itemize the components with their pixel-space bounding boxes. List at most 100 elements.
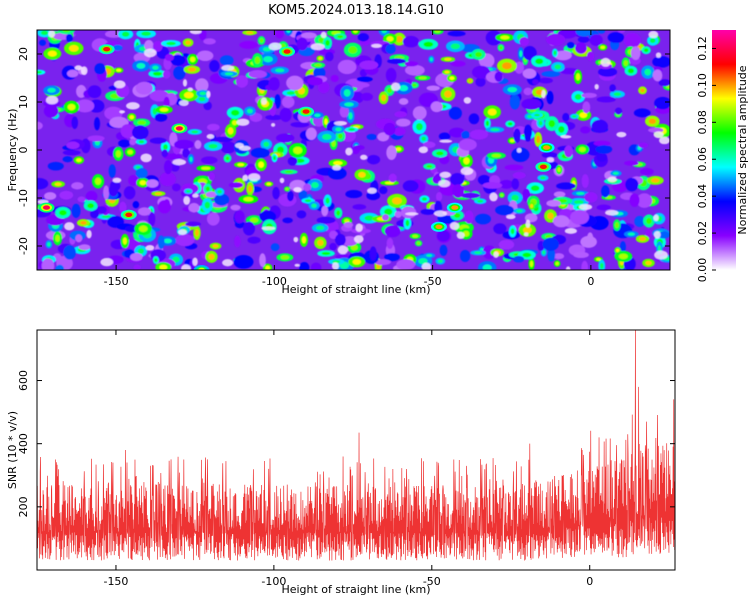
heatmap-cell <box>263 141 270 147</box>
heatmap-cell <box>201 156 218 165</box>
heatmap-cell <box>139 180 147 186</box>
heatmap-cell <box>546 157 555 163</box>
heatmap-cell <box>170 54 186 66</box>
heatmap-cell <box>456 231 465 239</box>
heatmap-cell <box>63 245 76 260</box>
heatmap-cell <box>415 123 423 131</box>
heatmap-cell <box>186 189 191 193</box>
heatmap-cell <box>573 251 589 258</box>
heatmap-cell <box>104 106 123 121</box>
heatmap-cell <box>584 192 598 203</box>
heatmap-peak <box>302 109 310 114</box>
heatmap-cell <box>581 174 589 188</box>
heatmap-cell <box>87 203 95 209</box>
heatmap-cell <box>336 210 341 216</box>
heatmap-peak <box>543 145 551 150</box>
heatmap-cell <box>564 145 574 158</box>
heatmap-cell <box>474 251 482 255</box>
heatmap-cell <box>464 210 474 224</box>
heatmap-cell <box>74 65 83 71</box>
heatmap-cell <box>385 44 396 54</box>
heatmap-cell <box>94 63 106 75</box>
heatmap-cell <box>525 219 531 228</box>
heatmap-cell <box>581 260 589 270</box>
heatmap-cell <box>350 82 370 89</box>
heatmap-cell <box>234 235 241 248</box>
heatmap-cell <box>640 88 645 93</box>
heatmap-cell <box>173 66 186 80</box>
heatmap-cell <box>542 250 546 255</box>
heatmap-cell <box>203 38 216 45</box>
heatmap-cell <box>189 156 193 162</box>
heatmap-cell <box>654 250 668 260</box>
heatmap-cell <box>430 101 443 113</box>
colorbar-tick-label: 0.00 <box>696 258 709 283</box>
heatmap-cell <box>367 154 381 165</box>
heatmap-cell <box>225 156 230 161</box>
colorbar-tick-label: 0.10 <box>696 73 709 98</box>
heatmap-cell <box>448 127 466 138</box>
heatmap-cell <box>576 191 585 195</box>
heatmap-cell <box>398 98 409 105</box>
heatmap-cell <box>553 50 557 56</box>
heatmap-cell <box>366 187 377 194</box>
heatmap-cell <box>138 140 145 144</box>
heatmap-cell <box>574 93 582 100</box>
heatmap-cell <box>118 139 131 148</box>
heatmap-cell <box>164 53 175 62</box>
heatmap-cell <box>379 186 388 195</box>
heatmap-cell <box>183 91 194 99</box>
heatmap-cell <box>230 109 240 116</box>
heatmap-cell <box>536 135 541 144</box>
heatmap-cell <box>538 77 553 84</box>
heatmap-cell <box>573 199 584 205</box>
heatmap-cell <box>648 118 656 125</box>
heatmap-cell <box>422 141 436 149</box>
heatmap-cell <box>67 103 76 111</box>
heatmap-cell <box>374 259 391 266</box>
heatmap-cell <box>384 208 393 216</box>
heatmap-cell <box>275 68 285 73</box>
heatmap-cell <box>265 114 284 121</box>
heatmap-cell <box>146 179 159 188</box>
heatmap-cell <box>609 84 616 93</box>
heatmap-cell <box>159 172 176 187</box>
heatmap-cell <box>418 258 428 265</box>
heatmap-cell <box>658 79 670 87</box>
heatmap-x-tick-label: 0 <box>587 275 594 288</box>
heatmap-cell <box>651 178 660 183</box>
heatmap-cell <box>71 116 79 130</box>
heatmap-cell <box>209 60 220 73</box>
heatmap-cell <box>233 254 254 269</box>
heatmap-cell <box>461 130 470 139</box>
heatmap-cell <box>580 126 591 134</box>
heatmap-cell <box>207 123 220 131</box>
heatmap-cell <box>359 60 379 70</box>
heatmap-cell <box>523 232 529 237</box>
heatmap-cell <box>499 45 503 50</box>
heatmap-cell <box>511 194 519 202</box>
heatmap-cell <box>163 160 173 175</box>
heatmap-cell <box>305 127 317 141</box>
heatmap-cell <box>159 107 169 112</box>
heatmap-cell <box>163 144 168 150</box>
heatmap-cell <box>607 32 625 43</box>
heatmap-cell <box>126 102 140 110</box>
heatmap-peak <box>42 205 50 210</box>
heatmap-cell <box>48 30 56 38</box>
heatmap-cell <box>449 76 455 81</box>
heatmap-cell <box>133 264 141 270</box>
heatmap-cell <box>248 185 253 193</box>
heatmap-cell <box>272 155 277 161</box>
heatmap-cell <box>509 139 515 143</box>
heatmap-cell <box>154 113 168 122</box>
heatmap-cell <box>287 191 294 202</box>
heatmap-cell <box>199 91 207 96</box>
heatmap-cell <box>135 165 141 169</box>
heatmap-cell <box>541 89 546 99</box>
heatmap-cell <box>37 178 49 190</box>
heatmap-cell <box>217 189 223 194</box>
heatmap-cell <box>523 87 533 96</box>
heatmap-cell <box>331 262 339 270</box>
heatmap-cell <box>578 204 593 210</box>
